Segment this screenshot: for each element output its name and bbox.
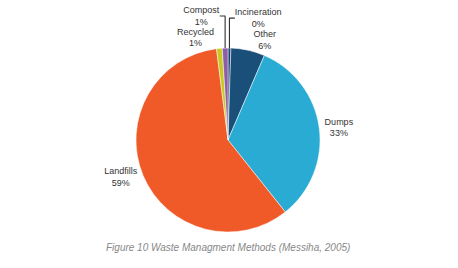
svg-text:Recycled1%: Recycled1% — [177, 27, 214, 49]
svg-text:Figure 10 Waste Managment Meth: Figure 10 Waste Managment Methods (Messi… — [106, 242, 350, 253]
svg-text:Incineration0%: Incineration0% — [235, 7, 282, 29]
svg-text:Landfills59%: Landfills59% — [104, 166, 138, 188]
svg-text:Dumps33%: Dumps33% — [325, 117, 354, 139]
svg-text:Other6%: Other6% — [253, 29, 276, 51]
svg-text:Compost1%: Compost1% — [183, 5, 220, 27]
